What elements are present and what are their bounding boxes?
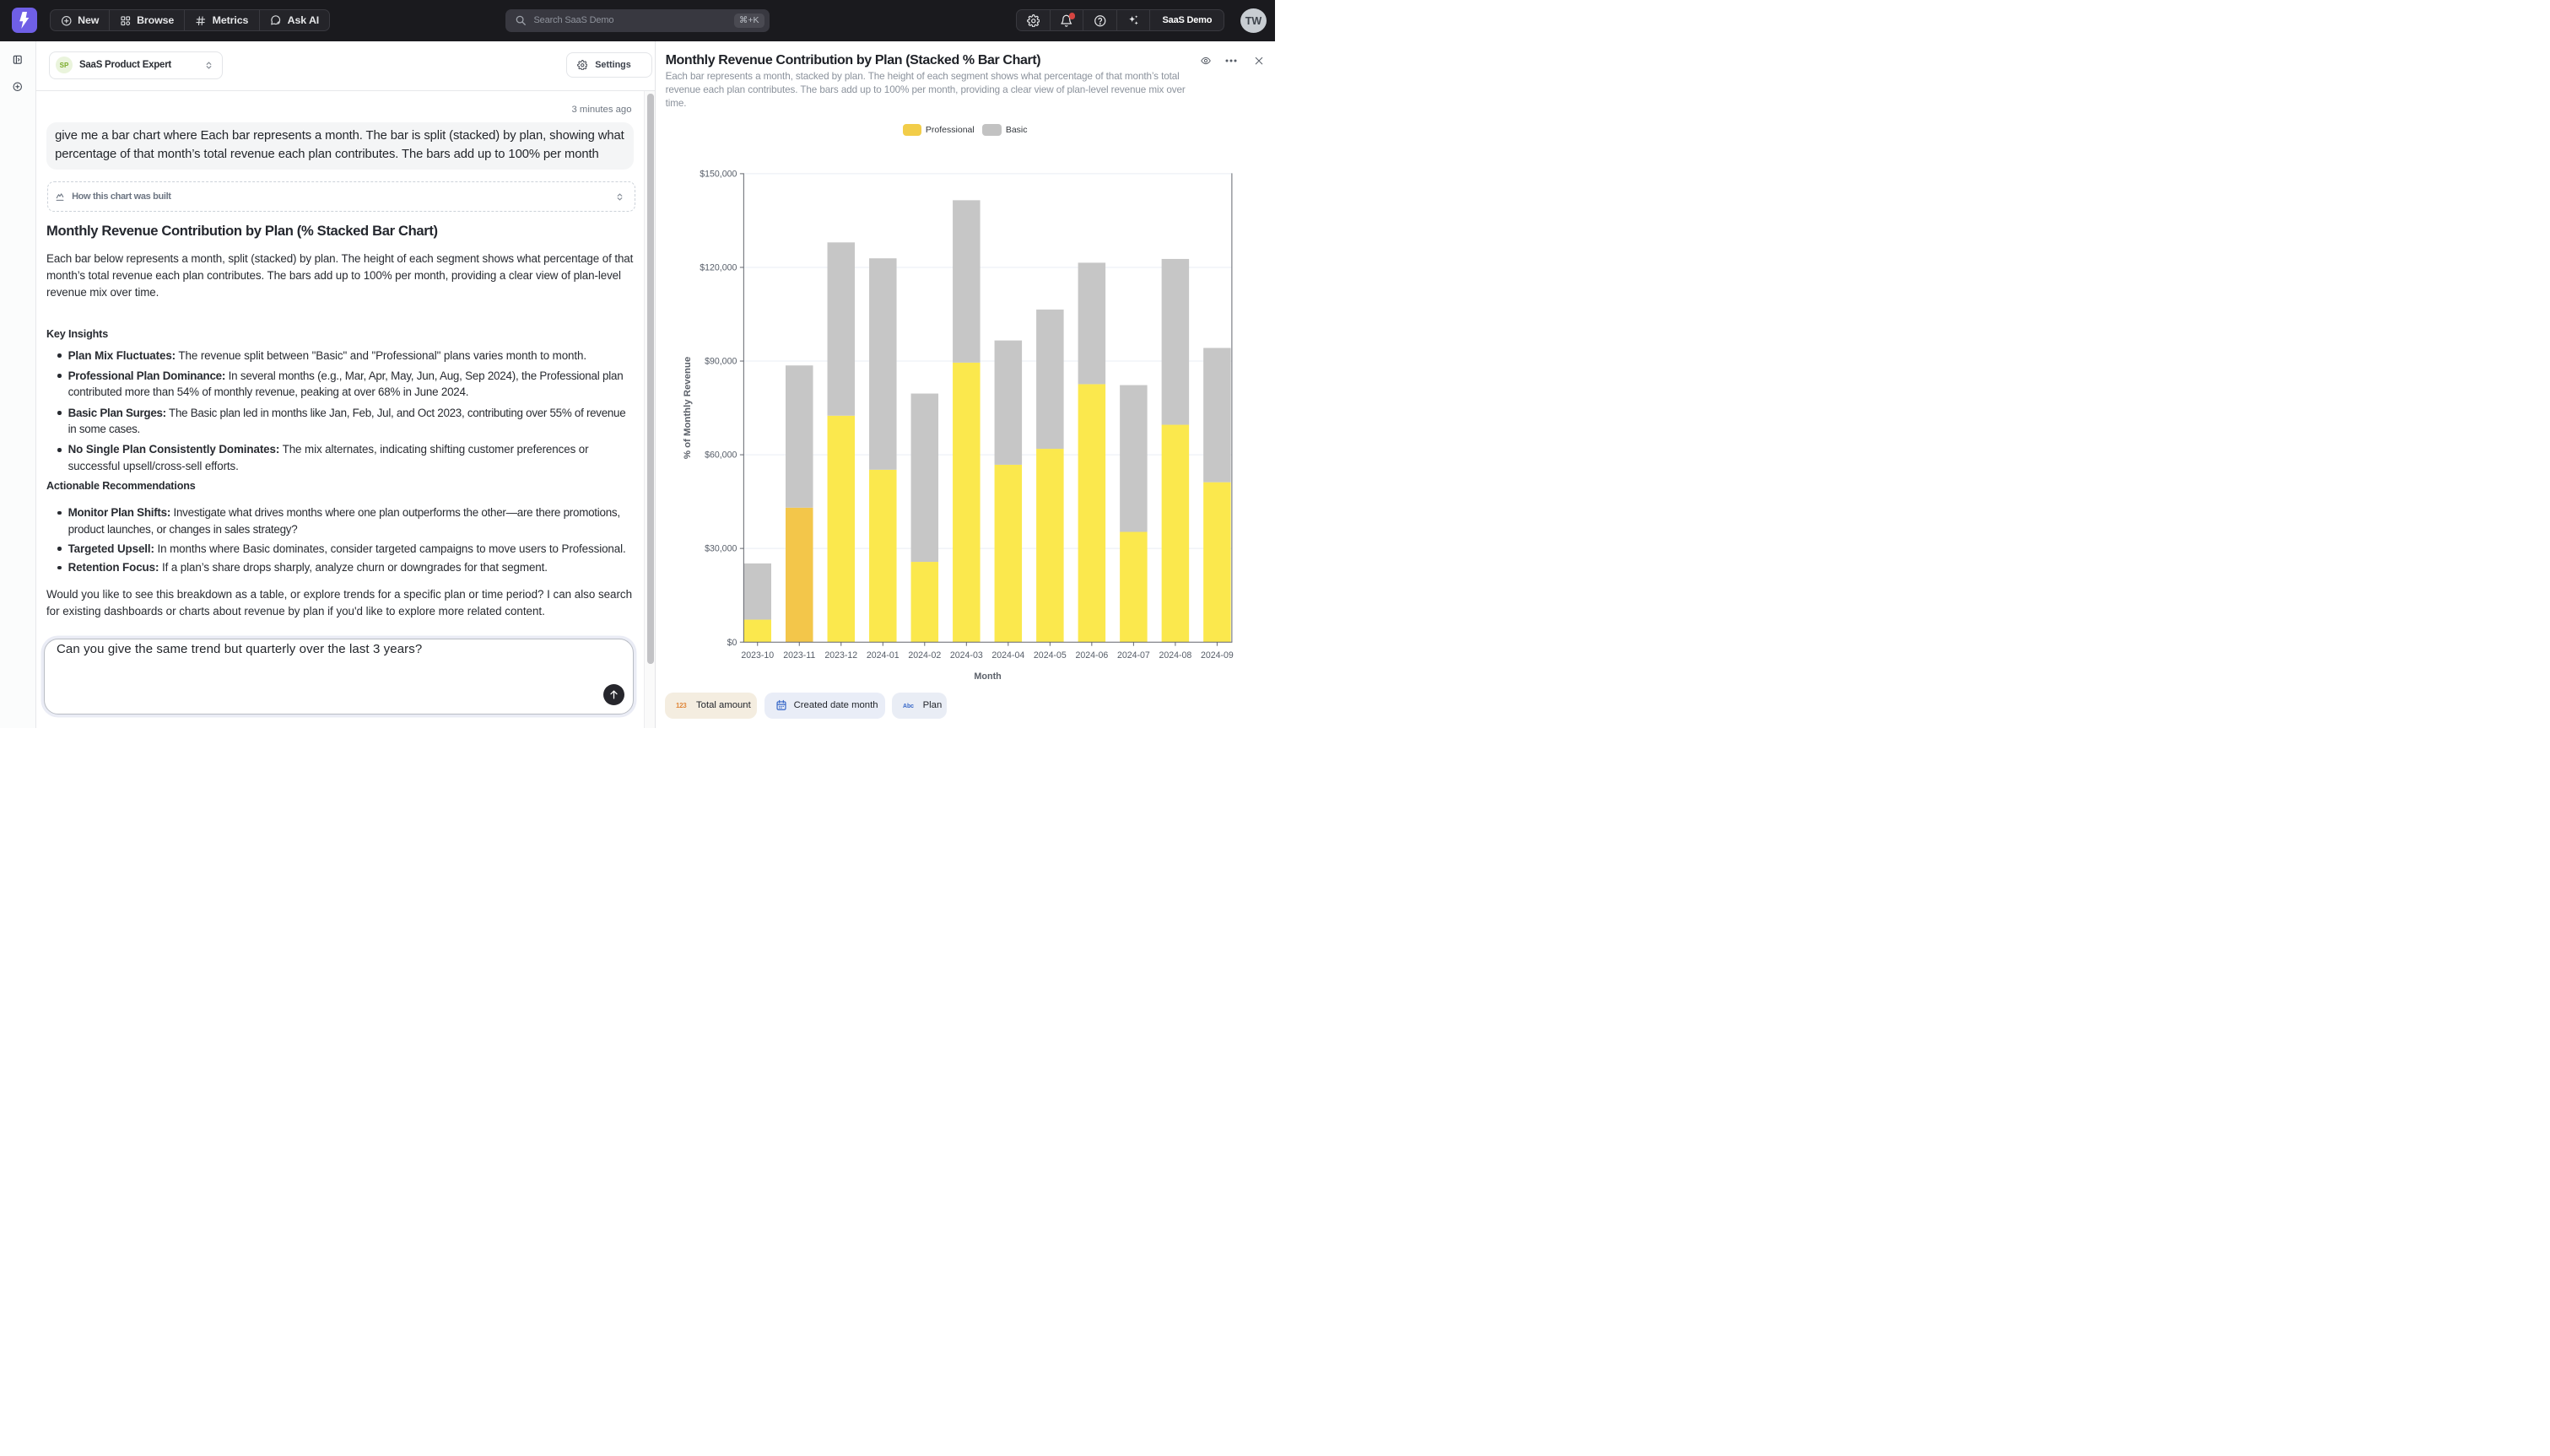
svg-text:$0: $0: [727, 638, 737, 648]
svg-text:2023-11: 2023-11: [784, 650, 816, 661]
svg-text:2024-05: 2024-05: [1034, 650, 1067, 661]
svg-text:2024-08: 2024-08: [1159, 650, 1192, 661]
svg-text:$90,000: $90,000: [705, 357, 737, 367]
svg-text:2024-03: 2024-03: [950, 650, 983, 661]
svg-text:2024-04: 2024-04: [992, 650, 1025, 661]
svg-text:2024-02: 2024-02: [909, 650, 942, 661]
svg-text:2024-06: 2024-06: [1076, 650, 1109, 661]
svg-text:123: 123: [676, 702, 687, 709]
svg-text:$30,000: $30,000: [705, 544, 737, 554]
svg-text:Abc: Abc: [903, 704, 914, 709]
svg-text:% of Monthly Revenue: % of Monthly Revenue: [683, 357, 694, 459]
svg-text:2024-07: 2024-07: [1117, 650, 1150, 661]
svg-text:2023-12: 2023-12: [825, 650, 858, 661]
svg-text:Month: Month: [975, 671, 1002, 682]
svg-text:2023-10: 2023-10: [742, 650, 775, 661]
svg-text:$150,000: $150,000: [700, 170, 737, 180]
svg-text:$60,000: $60,000: [705, 450, 737, 461]
svg-text:2024-09: 2024-09: [1201, 650, 1234, 661]
svg-text:2024-01: 2024-01: [867, 650, 900, 661]
svg-text:$120,000: $120,000: [700, 263, 737, 273]
